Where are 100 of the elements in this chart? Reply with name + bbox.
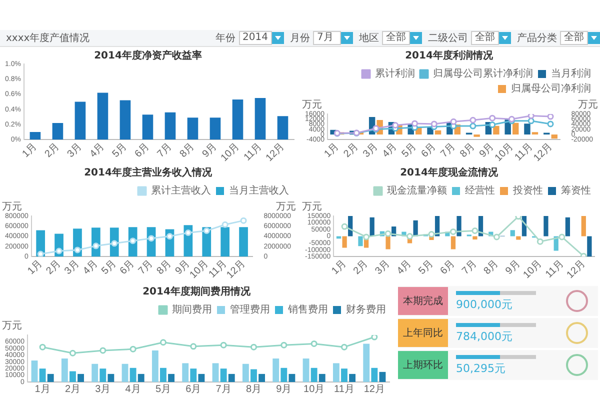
bar: [220, 368, 227, 382]
legend-label: 归属母公司累计净利润: [433, 68, 533, 80]
x-tick-label: 11月: [544, 258, 566, 280]
chart-title: 2014年度现金流情况: [400, 166, 499, 179]
legend-label: 当月主营收入: [229, 184, 289, 197]
bar: [92, 364, 98, 382]
point: [472, 227, 478, 234]
x-tick-label: 12月: [224, 258, 248, 281]
bar: [108, 374, 114, 382]
point: [130, 346, 136, 352]
bar: [386, 236, 390, 250]
point: [222, 221, 228, 228]
point: [371, 335, 378, 340]
y-axis-title: 万元: [2, 320, 22, 332]
legend-label: 累计利润: [375, 68, 415, 80]
bar: [512, 122, 519, 134]
bar: [551, 134, 558, 139]
x-tick-label: 4月: [125, 384, 141, 395]
point: [547, 120, 554, 128]
legend-label: 经营性: [465, 184, 495, 197]
point: [547, 114, 554, 120]
chart-title: 2014年度主营业务收入情况: [84, 166, 213, 179]
point: [148, 235, 155, 242]
y2-axis-title: 万元: [578, 100, 598, 111]
text: 全部: [560, 31, 588, 45]
bar: [565, 217, 570, 236]
text: 784,000元: [456, 328, 514, 344]
y-axis-title: 万元: [302, 202, 322, 213]
text: 上期环比: [398, 351, 448, 379]
x-tick-label: 6月: [118, 258, 137, 277]
bar: [272, 358, 280, 382]
point: [39, 344, 46, 350]
point: [203, 227, 210, 234]
point: [92, 242, 100, 250]
bar: [30, 132, 41, 140]
bar: [142, 114, 154, 140]
x-tick-label: 2月: [342, 141, 361, 160]
point: [250, 344, 257, 350]
x-tick-label: 4月: [81, 258, 100, 277]
bar: [581, 216, 586, 236]
bar: [39, 368, 46, 382]
bar: [371, 368, 378, 382]
point: [392, 122, 399, 129]
legend-label: 现金流量净额: [387, 184, 447, 197]
x-tick-label: 7月: [156, 141, 174, 160]
legend-label: 累计主营收入: [151, 184, 211, 197]
point: [111, 240, 118, 247]
x-tick-label: 12月: [364, 384, 385, 395]
point: [280, 342, 288, 348]
text: 上年同比: [398, 319, 448, 347]
bar: [97, 92, 108, 140]
bar: [182, 363, 189, 382]
x-tick-label: 4月: [380, 141, 400, 160]
bar: [242, 364, 249, 382]
legend-label: 财务费用: [346, 304, 386, 316]
point: [220, 342, 227, 348]
x-tick-label: 6月: [186, 384, 202, 395]
x-tick-label: 5月: [416, 258, 436, 277]
point: [240, 217, 247, 224]
x-tick-label: 10月: [304, 384, 325, 395]
text: 二级公司: [428, 32, 468, 45]
text: 900,000元: [456, 296, 514, 312]
legend-label: 期间费用: [172, 304, 212, 316]
x-tick-label: 3月: [95, 384, 111, 395]
text: 50,295元: [456, 360, 506, 376]
point: [411, 120, 418, 127]
bar: [370, 217, 374, 236]
point: [340, 344, 348, 350]
x-tick-label: 4月: [88, 141, 107, 160]
point: [69, 350, 76, 356]
x-tick-label: 8月: [246, 384, 262, 395]
bar: [122, 364, 128, 382]
text: 本期完成: [398, 287, 448, 315]
bar: [510, 230, 515, 236]
x-tick-label: 8月: [458, 141, 477, 160]
x-tick-label: 11月: [334, 384, 354, 395]
point: [470, 122, 476, 130]
x-tick-label: 2月: [42, 141, 62, 160]
x-tick-label: 12月: [564, 258, 588, 281]
x-tick-label: 7月: [460, 258, 480, 277]
x-tick-label: 1月: [26, 258, 45, 277]
legend-label: 销售费用: [287, 304, 328, 316]
y-axis-title: 万元: [2, 202, 22, 213]
y2-axis-title: 万元: [276, 202, 296, 213]
y-axis-title: 万元: [302, 100, 322, 111]
point: [160, 339, 166, 346]
chart-title: 2014年度利润情况: [405, 50, 494, 62]
chart-title: 2014年度期间费用情况: [142, 286, 252, 298]
bar: [31, 360, 38, 382]
point: [100, 347, 106, 354]
point: [310, 340, 318, 347]
x-tick-label: 1月: [322, 141, 342, 160]
bar: [456, 216, 462, 236]
point: [406, 233, 414, 240]
x-tick-label: 3月: [361, 141, 380, 160]
x-tick-label: 2月: [44, 258, 64, 277]
bar: [47, 374, 54, 382]
x-tick-label: 8月: [178, 141, 197, 160]
point: [493, 234, 500, 240]
point: [450, 118, 457, 125]
